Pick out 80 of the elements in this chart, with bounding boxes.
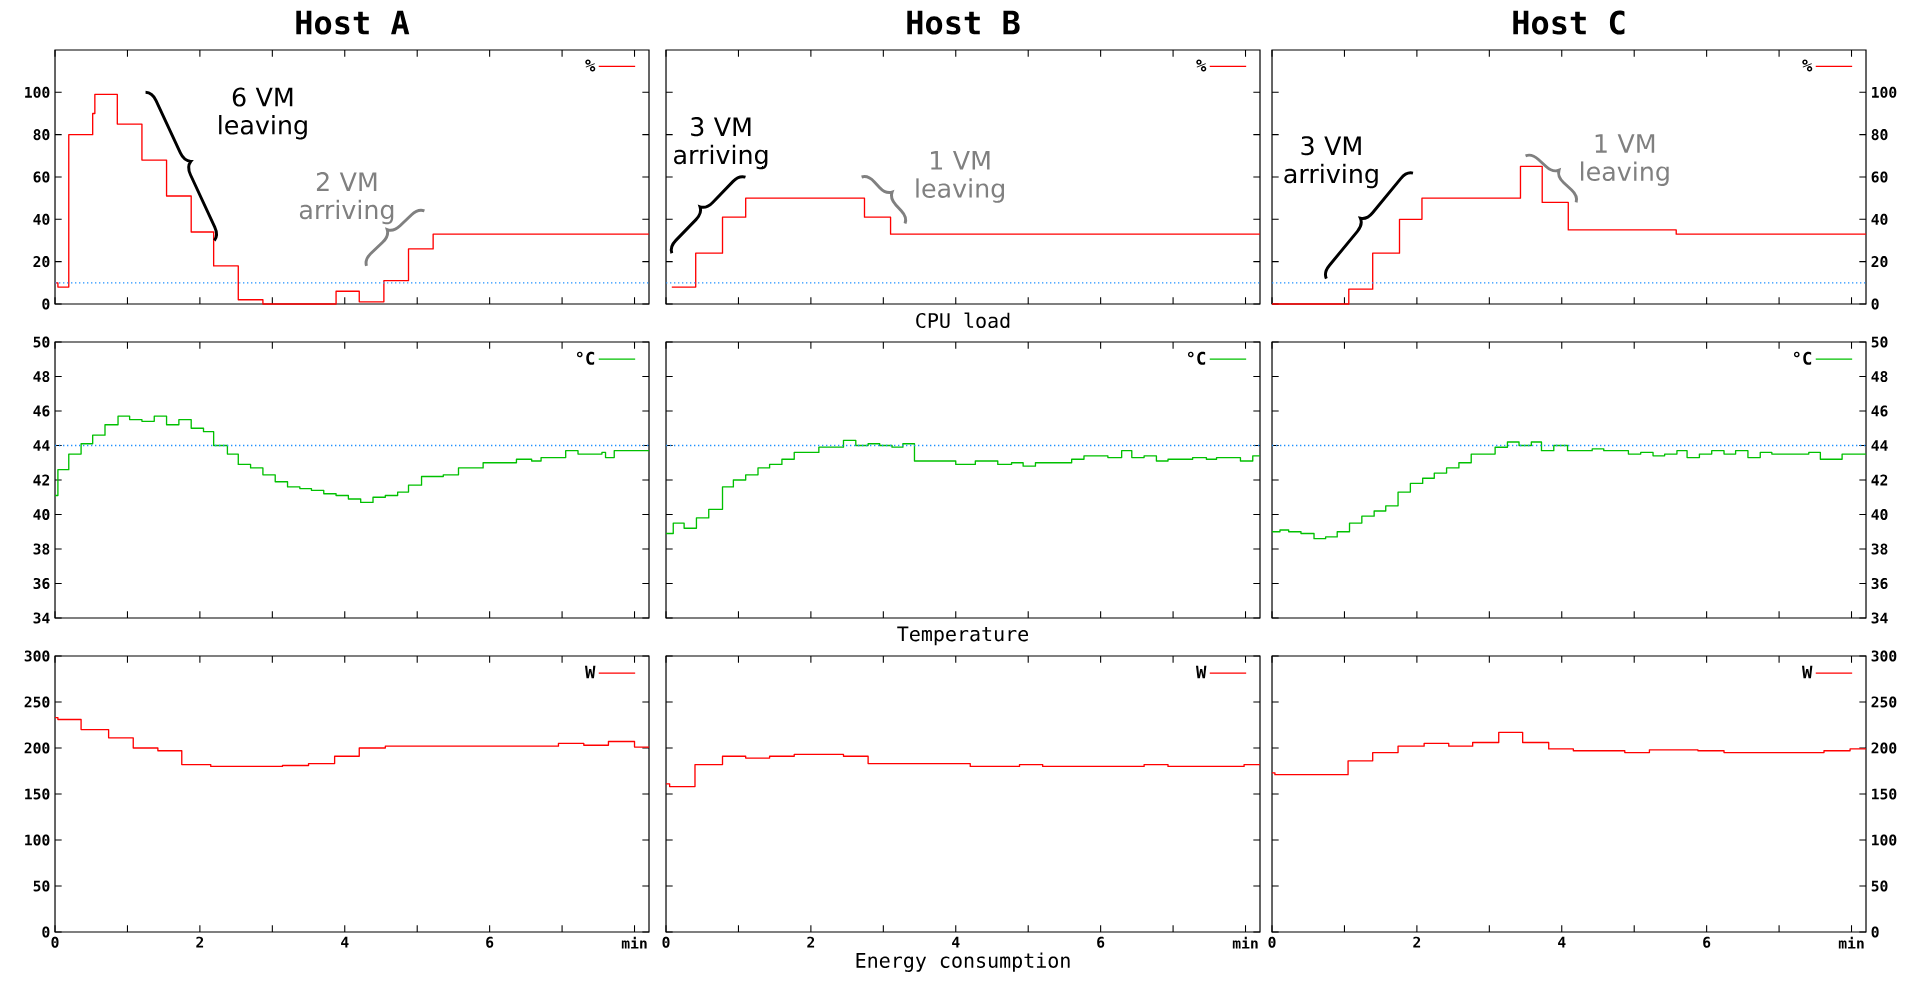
y-tick-label: 40 [33,508,50,521]
chart-title: Host A [296,10,410,35]
chart-title: Host C [1513,10,1625,35]
y-tick-label: 34 [33,612,50,624]
x-tick-label: 4 [341,936,349,948]
y-tick-label: 60 [33,171,50,183]
x-tick-label: min [1232,936,1258,949]
x-tick-label: 6 [486,936,494,948]
legend-label: °C [1187,351,1206,365]
y-tick-label: 100 [25,86,50,98]
y-tick-label: 34 [1871,612,1888,624]
y-tick-label: 150 [1872,788,1897,800]
y-tick-label: 300 [1871,650,1897,662]
y-tick-label: 50 [33,336,50,348]
y-tick-label: 250 [1871,696,1897,708]
y-tick-label: 0 [42,926,50,938]
x-tick-label: 2 [1413,936,1421,948]
y-tick-label: 38 [1871,543,1888,555]
annotation: 3 VM arriving [1284,136,1378,189]
y-tick-label: 42 [33,474,50,486]
x-axis-title: CPU load [916,312,1010,329]
y-tick-label: 150 [25,788,50,800]
x-tick-label: 4 [1558,936,1566,948]
x-tick-label: 0 [51,936,59,948]
legend-label: % [1802,59,1813,72]
y-tick-label: 100 [1872,834,1897,846]
y-tick-label: 42 [1871,474,1888,486]
y-tick-label: 40 [1871,213,1888,225]
x-tick-label: 2 [807,936,815,948]
y-tick-label: 250 [24,696,50,708]
y-tick-label: 80 [1871,129,1888,141]
legend-label: °C [1793,351,1812,365]
x-tick-label: 2 [196,936,204,948]
legend-label: W [584,665,596,679]
x-tick-label: 0 [662,936,670,948]
annotation: 1 VM leaving [916,151,1004,203]
y-tick-label: 36 [1871,577,1888,590]
y-tick-label: 46 [1871,405,1888,417]
x-tick-label: min [1838,936,1864,949]
y-tick-label: 100 [1872,86,1897,98]
legend-label: °C [576,351,595,365]
y-tick-label: 0 [42,298,50,310]
y-tick-label: 50 [1871,880,1888,892]
y-tick-label: 0 [1871,926,1879,938]
y-tick-label: 44 [33,440,50,451]
x-tick-label: min [621,936,647,949]
y-tick-label: 200 [24,742,50,754]
annotation: 1 VM leaving [1581,134,1669,186]
y-tick-label: 200 [1871,742,1897,754]
legend-label: W [1801,665,1813,679]
y-tick-label: 100 [25,834,50,846]
legend-label: % [1196,59,1207,72]
legend-label: W [1195,665,1207,679]
chart-title: Host B [907,10,1020,35]
y-tick-label: 48 [33,370,50,383]
y-tick-label: 80 [33,129,50,141]
x-axis-title: Temperature [897,626,1029,646]
y-tick-label: 20 [1871,256,1888,268]
y-tick-label: 36 [33,577,50,590]
y-tick-label: 20 [33,256,50,268]
x-axis-title: Energy consumption [856,952,1070,972]
annotation: 3 VM arriving [674,117,768,170]
y-tick-label: 50 [33,880,50,892]
x-tick-label: 4 [952,936,960,948]
y-tick-label: 46 [33,405,50,417]
y-tick-label: 48 [1871,370,1888,383]
y-tick-label: 50 [1871,336,1888,348]
annotation: 2 VM arriving [299,172,394,225]
y-tick-label: 38 [33,543,50,555]
y-tick-label: 44 [1871,440,1888,451]
legend-label: % [585,59,596,72]
x-tick-label: 6 [1097,936,1105,948]
y-tick-label: 0 [1871,298,1879,310]
x-tick-label: 0 [1268,936,1276,948]
y-tick-label: 60 [1871,171,1888,183]
x-tick-label: 6 [1703,936,1711,948]
annotation: 6 VM leaving [219,87,307,140]
y-tick-label: 40 [1871,508,1888,521]
y-tick-label: 40 [33,213,50,225]
y-tick-label: 300 [24,650,50,662]
